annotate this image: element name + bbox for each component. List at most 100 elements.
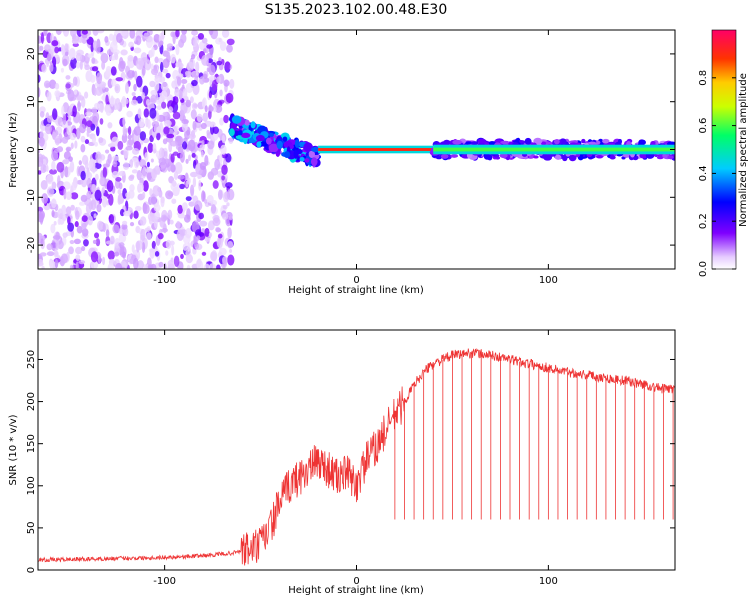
spectrogram-cell — [450, 154, 459, 158]
spectrogram-cell — [85, 203, 92, 214]
spectrogram-cell — [470, 141, 479, 145]
spectrogram-cell — [149, 107, 157, 119]
spectrogram-cell — [283, 151, 291, 159]
spectrogram-cell — [47, 187, 55, 196]
spectrogram-cell — [161, 30, 165, 40]
spectrogram-cell — [95, 126, 100, 137]
spectrogram-cell — [158, 157, 167, 166]
spectrogram-cell — [156, 112, 160, 122]
spectrogram-cell — [175, 44, 180, 56]
spectrogram-cell — [65, 75, 71, 80]
spectrogram-cell — [202, 48, 207, 53]
spectrogram-cell — [71, 38, 79, 45]
spectrogram-cell — [60, 67, 64, 73]
spectrogram-cell — [138, 117, 145, 128]
spectrogram-cell — [553, 139, 560, 145]
spectrogram-cell — [104, 104, 111, 112]
spectrogram-cell — [131, 92, 136, 97]
spectrogram-cell — [155, 97, 163, 105]
spectrogram-cell — [46, 53, 52, 62]
spectrogram-cell — [127, 134, 133, 140]
spectrogram-cell — [181, 122, 188, 132]
spectrogram-cell — [38, 45, 44, 51]
spectrogram-cell — [48, 79, 57, 90]
spectrogram-cell — [123, 148, 129, 159]
spectrogram-cell — [296, 148, 303, 155]
spectrogram-cell — [196, 113, 203, 123]
spectrogram-cell — [204, 227, 210, 237]
snr-ytick-label: 50 — [26, 522, 37, 535]
spectrogram-cell — [186, 264, 191, 269]
spectrogram-cell — [126, 69, 135, 79]
spectrogram-cell — [142, 204, 150, 215]
spectrogram-cell — [43, 30, 48, 36]
spectrogram-cell — [440, 154, 449, 159]
spectrogram-cell — [84, 91, 89, 99]
spectrogram-cell — [110, 95, 114, 108]
spectrogram-cell — [43, 80, 51, 89]
spectrogram-cell — [136, 170, 142, 181]
spectrogram-cell — [215, 104, 223, 113]
spectrogram-cell — [200, 150, 204, 158]
spectrogram-cell — [154, 76, 163, 83]
spectrogram-cell — [54, 135, 61, 146]
spectrogram-cell — [221, 175, 225, 181]
spectrogram-cell — [96, 72, 103, 85]
spectrogram-cell — [294, 139, 300, 148]
spectrogram-cell — [173, 255, 180, 267]
spectrogram-cell — [121, 223, 128, 230]
spectrogram-cell — [110, 146, 116, 152]
spectrogram-cell — [217, 189, 223, 200]
spectrogram-cell — [54, 46, 59, 54]
spectrogram-cell — [70, 30, 77, 38]
spectrogram-cell — [161, 90, 168, 100]
spectrogram-cell — [533, 155, 539, 159]
spectrogram-cell — [310, 157, 318, 166]
spectrogram-cell — [167, 209, 173, 220]
spectrogram-cell — [40, 238, 44, 246]
spectrogram-cell — [308, 150, 315, 159]
spectrogram-cell — [189, 184, 195, 196]
spectrogram-cell — [149, 248, 155, 259]
colorbar-ticks: 0.0 0.2 0.4 0.6 0.8 — [698, 70, 736, 277]
spectrogram-cell — [54, 90, 61, 97]
spectrogram-cell — [51, 40, 59, 47]
spectrogram-cell — [219, 117, 224, 126]
spectrogram-cell — [190, 54, 196, 60]
spectrogram-cell — [150, 94, 157, 104]
spectrogram-cell — [141, 166, 147, 178]
spectrogram-cell — [84, 64, 90, 71]
spectrogram-cell — [65, 191, 72, 201]
spectrogram-cell — [97, 158, 102, 164]
spectrogram-cell — [62, 159, 70, 165]
spectrogram-cell — [194, 200, 203, 211]
spectrogram-cell — [143, 108, 150, 118]
spectrogram-cell — [101, 186, 105, 194]
spectrogram-cell — [178, 88, 183, 101]
spectrogram-cell — [487, 154, 493, 161]
spectrogram-cell — [69, 239, 75, 245]
spectrogram-cell — [210, 204, 217, 214]
spectrogram-cell — [70, 192, 79, 200]
spectrogram-cell — [540, 141, 547, 146]
spectrogram-cell — [188, 133, 196, 139]
spectrogram-cell — [72, 105, 77, 118]
snr-xlabel: Height of straight line (km) — [288, 585, 424, 596]
spectrogram-cell — [110, 235, 115, 245]
spectrogram-cell — [220, 144, 227, 155]
spectrogram-cell — [64, 43, 69, 52]
spectrogram-cell — [133, 126, 141, 136]
spectrogram-cell — [442, 139, 451, 146]
spectrogram-cell — [75, 254, 81, 262]
spectrogram-cell — [136, 260, 145, 269]
spectrogram-cell — [139, 131, 147, 141]
spectrogram-cell — [52, 108, 58, 120]
spectrogram-cell — [221, 212, 229, 220]
spectrogram-cell — [144, 227, 151, 233]
spectrogram-cell — [201, 251, 207, 256]
spectrogram-cell — [75, 246, 83, 255]
spectrogram-cell — [208, 64, 216, 76]
colorbar-gradient — [711, 29, 737, 270]
